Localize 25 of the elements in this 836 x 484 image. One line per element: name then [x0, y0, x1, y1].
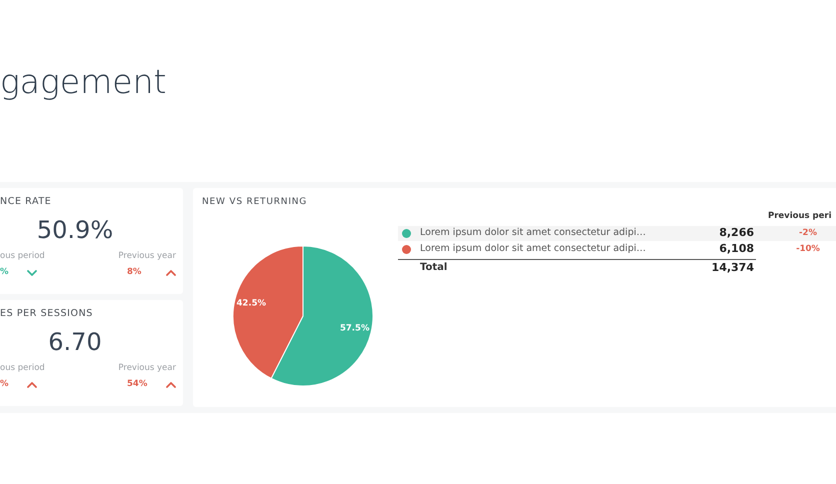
text: 8%: [127, 267, 142, 277]
text: Previous year: [117, 363, 176, 373]
legend-label: Lorem ipsum dolor sit amet consectetur adipi…: [420, 227, 646, 238]
text: 14,374: [710, 261, 754, 274]
text: 6,108: [718, 242, 754, 255]
text: ES PER SESSIONS: [0, 308, 93, 319]
text: -10%: [795, 244, 821, 254]
text: -2%: [798, 228, 818, 238]
legend-label: Lorem ipsum dolor sit amet consectetur adipi…: [420, 243, 646, 254]
text: %: [0, 379, 9, 389]
text: ous period: [0, 251, 45, 261]
text: gagement: [0, 62, 166, 102]
text: 6.70: [47, 328, 103, 356]
data-label: 42.5%: [236, 298, 266, 309]
text: ous period: [0, 363, 45, 373]
text: NCE RATE: [0, 196, 52, 207]
text: Previous year: [117, 251, 176, 261]
text: Total: [420, 262, 448, 273]
data-label: 57.5%: [340, 323, 370, 334]
text: 50.9%: [36, 216, 114, 244]
text: 8,266: [718, 226, 754, 239]
text: Previous peri: [768, 211, 832, 221]
text: 54%: [127, 379, 148, 389]
text: %: [0, 267, 9, 277]
chart-title: NEW VS RETURNING: [202, 197, 308, 207]
